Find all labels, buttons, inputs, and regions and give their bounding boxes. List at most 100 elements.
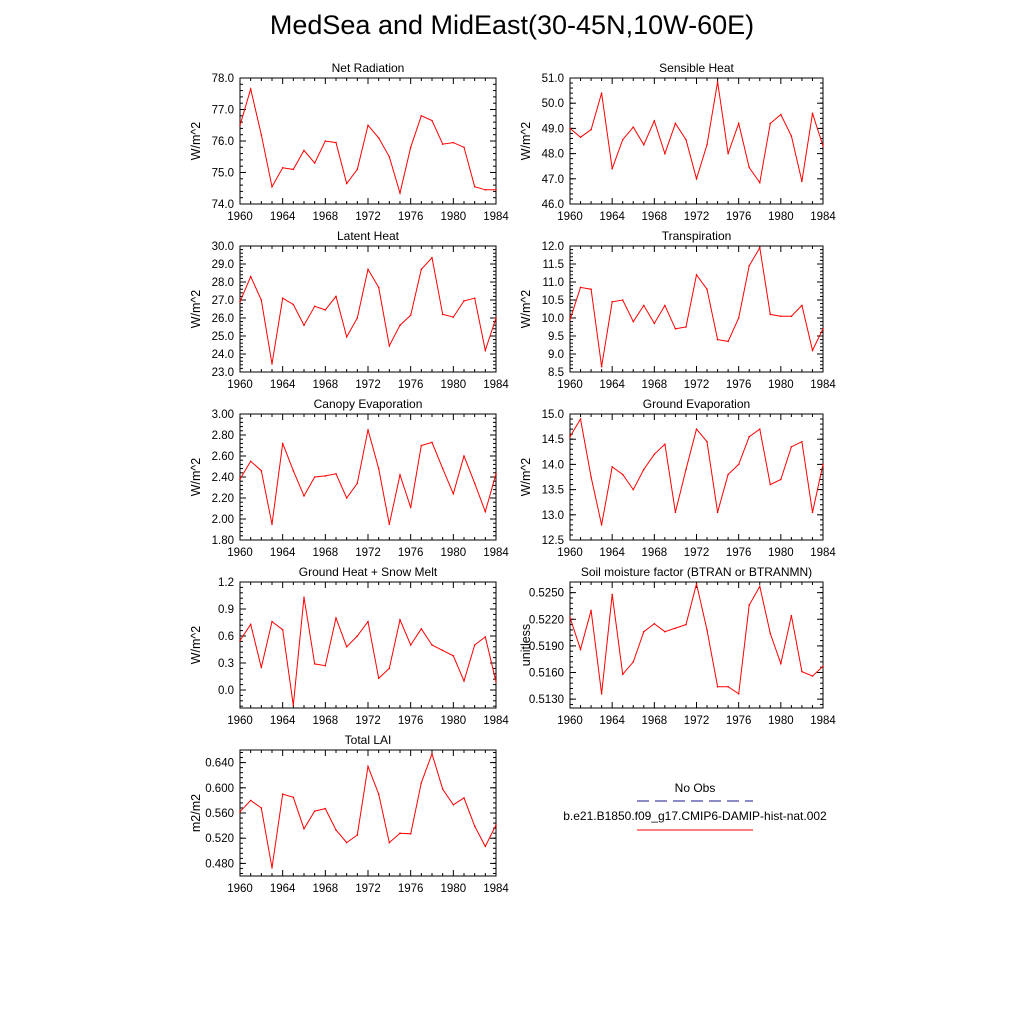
series-line bbox=[239, 752, 497, 868]
data-point bbox=[431, 644, 433, 646]
data-point bbox=[292, 704, 295, 707]
x-tick-label: 1968 bbox=[642, 211, 668, 223]
data-point bbox=[388, 667, 391, 670]
data-point bbox=[611, 593, 613, 596]
y-tick-label: 0.5190 bbox=[529, 641, 564, 653]
y-tick-label: 51.0 bbox=[542, 73, 564, 85]
data-point bbox=[769, 632, 772, 635]
data-point bbox=[811, 675, 814, 677]
x-tick-label: 1980 bbox=[441, 547, 467, 559]
x-tick-label: 1964 bbox=[270, 715, 296, 727]
data-point bbox=[271, 620, 273, 623]
data-point bbox=[590, 288, 592, 291]
data-point bbox=[674, 328, 677, 330]
data-point bbox=[463, 455, 465, 457]
panel-title: Ground Heat + Snow Melt bbox=[299, 565, 438, 579]
y-tick-label: 11.5 bbox=[542, 259, 564, 271]
data-point bbox=[600, 365, 603, 368]
data-point bbox=[748, 604, 751, 606]
y-tick-label: 13.5 bbox=[542, 485, 564, 497]
data-point bbox=[590, 128, 592, 131]
data-point bbox=[569, 319, 571, 321]
data-point bbox=[727, 473, 729, 476]
data-point bbox=[431, 119, 433, 122]
data-point bbox=[737, 463, 740, 466]
data-point bbox=[324, 140, 327, 142]
y-axis-label: m2/m2 bbox=[189, 794, 203, 832]
data-point bbox=[303, 149, 305, 152]
data-point bbox=[484, 510, 487, 513]
data-point bbox=[822, 328, 824, 330]
data-point bbox=[769, 122, 772, 125]
data-point bbox=[431, 752, 433, 755]
y-tick-label: 23.0 bbox=[212, 367, 234, 379]
data-point bbox=[292, 796, 295, 799]
y-tick-label: 0.5160 bbox=[529, 668, 564, 680]
data-point bbox=[642, 304, 645, 307]
data-point bbox=[431, 441, 433, 444]
data-point bbox=[420, 444, 423, 447]
data-point bbox=[801, 304, 803, 307]
x-tick-label: 1984 bbox=[483, 547, 509, 559]
data-point bbox=[463, 680, 465, 682]
x-tick-label: 1968 bbox=[313, 715, 339, 727]
data-point bbox=[737, 317, 740, 319]
data-point bbox=[621, 473, 624, 476]
data-point bbox=[239, 124, 241, 127]
chart-panel-3: 1960 1964 1968 1972 1976 1980 1984 23.0 24.0 25.0… bbox=[189, 229, 509, 391]
x-tick-label: 1976 bbox=[726, 379, 752, 391]
data-point bbox=[367, 765, 369, 768]
data-point bbox=[292, 168, 295, 171]
data-point bbox=[377, 677, 380, 680]
x-tick-label: 1976 bbox=[398, 883, 424, 895]
data-point bbox=[260, 299, 263, 301]
data-point bbox=[653, 453, 656, 456]
data-point bbox=[727, 152, 729, 155]
data-point bbox=[600, 524, 603, 526]
legend-model-label: b.e21.B1850.f09_g17.CMIP6-DAMIP-hist-nat… bbox=[563, 809, 827, 823]
series-line bbox=[239, 429, 497, 525]
data-point bbox=[260, 133, 263, 136]
y-tick-label: 8.5 bbox=[548, 367, 564, 379]
data-point bbox=[452, 655, 455, 657]
data-point bbox=[664, 630, 666, 633]
data-point bbox=[367, 268, 369, 271]
data-point bbox=[345, 841, 348, 844]
data-point bbox=[822, 463, 824, 466]
y-tick-label: 0.0 bbox=[218, 685, 234, 697]
data-point bbox=[569, 616, 571, 619]
data-point bbox=[758, 181, 761, 184]
data-point bbox=[801, 440, 803, 443]
y-tick-label: 0.9 bbox=[218, 604, 234, 616]
data-point bbox=[335, 829, 337, 831]
y-tick-label: 11.0 bbox=[542, 277, 564, 289]
y-tick-label: 14.5 bbox=[542, 434, 564, 446]
data-point bbox=[356, 168, 359, 171]
data-point bbox=[335, 141, 337, 144]
series-line bbox=[569, 417, 824, 526]
data-point bbox=[621, 299, 624, 301]
panel-title: Ground Evaporation bbox=[643, 397, 750, 411]
data-point bbox=[335, 473, 337, 475]
data-point bbox=[579, 418, 582, 420]
y-tick-label: 9.5 bbox=[548, 331, 564, 343]
data-point bbox=[281, 166, 284, 169]
panel-title: Total LAI bbox=[345, 733, 392, 747]
data-point bbox=[758, 585, 761, 588]
x-tick-label: 1964 bbox=[270, 211, 296, 223]
data-point bbox=[632, 126, 635, 128]
x-tick-label: 1968 bbox=[313, 883, 339, 895]
data-point bbox=[495, 824, 497, 826]
data-point bbox=[600, 693, 603, 695]
panel-title: Net Radiation bbox=[332, 61, 405, 75]
y-tick-label: 13.0 bbox=[542, 510, 564, 522]
data-point bbox=[790, 315, 793, 318]
data-point bbox=[313, 476, 316, 478]
data-point bbox=[621, 138, 624, 141]
data-point bbox=[324, 309, 327, 311]
data-point bbox=[452, 804, 455, 806]
data-point bbox=[737, 693, 740, 695]
data-point bbox=[484, 636, 487, 638]
data-point bbox=[611, 167, 613, 170]
data-point bbox=[653, 322, 656, 325]
